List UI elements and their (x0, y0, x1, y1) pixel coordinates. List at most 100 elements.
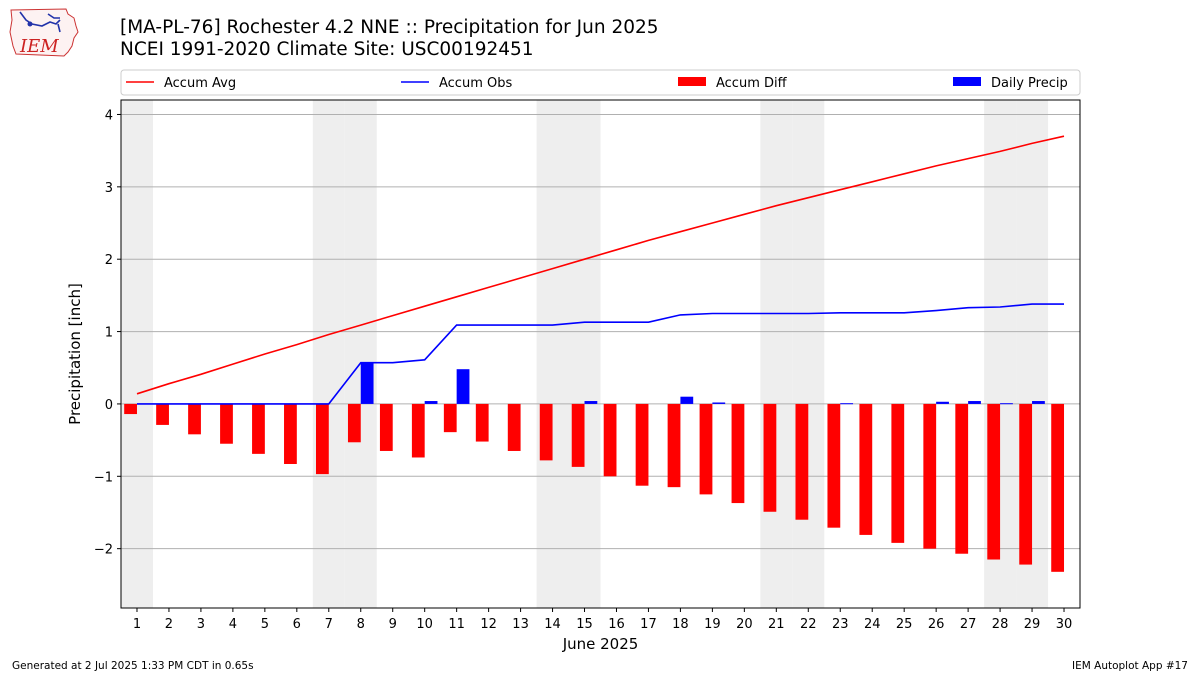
accum-diff-bar (699, 403, 713, 495)
x-tick-label: 13 (512, 617, 529, 632)
x-tick-label: 4 (229, 617, 237, 632)
accum-obs-line (137, 303, 1064, 405)
x-tick-label: 3 (197, 617, 205, 632)
accum-diff-bar (987, 403, 1001, 560)
x-tick-label: 22 (800, 617, 817, 632)
x-tick-label: 19 (704, 617, 721, 632)
y-tick-label: 4 (105, 108, 113, 123)
daily-precip-bar (456, 369, 470, 404)
x-tick-label: 12 (480, 617, 497, 632)
x-tick-label: 28 (992, 617, 1009, 632)
x-tick-label: 20 (736, 617, 753, 632)
accum-diff-bar (667, 403, 681, 488)
x-tick-label: 26 (928, 617, 945, 632)
accum-diff-bar (315, 403, 329, 475)
y-tick-label: −1 (94, 470, 113, 485)
weekend-band (536, 100, 569, 608)
weekend-band (568, 100, 601, 608)
legend-box (120, 69, 1081, 96)
grid-lines (121, 113, 1080, 550)
accum-diff-bar (827, 403, 841, 528)
accum-diff-bar (188, 403, 201, 435)
x-tick-label: 30 (1056, 617, 1073, 632)
daily-precip-bar (1032, 401, 1045, 404)
accum-diff-bar (252, 403, 265, 454)
x-axis-label: June 2025 (562, 635, 639, 653)
x-tick-label: 24 (864, 617, 881, 632)
accum-diff-bar (411, 403, 425, 458)
daily-precip-bar (1000, 403, 1013, 405)
x-tick-label: 29 (1024, 617, 1041, 632)
x-tick-label: 1 (133, 617, 141, 632)
legend-label-daily-precip: Daily Precip (991, 76, 1068, 91)
accum-diff-bar (1019, 403, 1033, 565)
accum-diff-bar (635, 403, 649, 486)
accum-diff-bar (571, 403, 585, 467)
daily-precip-bar (584, 401, 598, 404)
y-tick-label: 1 (105, 326, 113, 341)
accum-diff-bar (443, 403, 457, 433)
legend-label-accum-obs: Accum Obs (439, 76, 512, 91)
daily-precip-bar (968, 401, 981, 404)
x-tick-label: 14 (544, 617, 561, 632)
x-tick-label: 27 (960, 617, 977, 632)
x-tick-label: 9 (389, 617, 397, 632)
x-tick-label: 15 (576, 617, 593, 632)
accum-diff-bar (955, 403, 969, 554)
x-tick-label: 11 (448, 617, 465, 632)
app-footer: IEM Autoplot App #17 (1072, 660, 1188, 672)
daily-precip-bar (680, 396, 694, 404)
legend-swatch-daily-precip (953, 77, 981, 86)
accum-diff-bar (220, 403, 233, 444)
x-tick-label: 16 (608, 617, 625, 632)
plot-frame (120, 99, 1081, 609)
weekend-band (760, 100, 793, 608)
bars (124, 362, 1065, 572)
x-tick-label: 17 (640, 617, 657, 632)
x-tick-label: 18 (672, 617, 689, 632)
accum-diff-bar (475, 403, 489, 442)
y-axis-label: Precipitation [inch] (66, 283, 84, 425)
accum-diff-bar (347, 403, 361, 443)
y-tick-label: 3 (105, 181, 113, 196)
legend: Accum Avg Accum Obs Accum Diff Daily Precip (120, 69, 1081, 96)
chart-subtitle: NCEI 1991-2020 Climate Site: USC00192451 (120, 39, 534, 60)
accum-diff-bar (603, 403, 617, 477)
accum-diff-bar (859, 403, 873, 535)
accum-diff-bar (379, 403, 393, 451)
generated-footer: Generated at 2 Jul 2025 1:33 PM CDT in 0… (12, 660, 254, 672)
accum-diff-bar (731, 403, 745, 504)
x-tick-label: 21 (768, 617, 785, 632)
accum-diff-bar (795, 403, 809, 520)
accum-diff-bar (539, 403, 553, 461)
logo-text: IEM (20, 36, 59, 57)
accum-diff-bar (284, 403, 297, 464)
y-tick-label: 0 (105, 398, 113, 413)
daily-precip-bar (360, 362, 374, 404)
legend-swatch-accum-diff (678, 77, 706, 86)
accum-diff-bar (891, 403, 905, 543)
weekend-shading (121, 100, 1049, 608)
x-tick-label: 2 (165, 617, 173, 632)
accum-diff-bar (507, 403, 521, 451)
x-tick-label: 7 (325, 617, 333, 632)
accum-diff-bar (923, 403, 937, 549)
daily-precip-bar (936, 401, 949, 404)
x-tick-label: 5 (261, 617, 269, 632)
y-tick-label: 2 (105, 253, 113, 268)
iowa-state-outline-icon (9, 8, 79, 57)
weekend-band (344, 100, 377, 608)
daily-precip-bar (712, 402, 726, 404)
accum-avg-line (136, 135, 1065, 395)
x-tick-label: 23 (832, 617, 849, 632)
x-tick-label: 25 (896, 617, 913, 632)
y-tick-label: −2 (94, 543, 113, 558)
accum-diff-bar (156, 403, 169, 425)
weekend-band (792, 100, 825, 608)
lines (136, 135, 1065, 405)
legend-label-accum-diff: Accum Diff (716, 76, 788, 91)
x-tick-label: 6 (293, 617, 301, 632)
accum-diff-bar (763, 403, 777, 512)
